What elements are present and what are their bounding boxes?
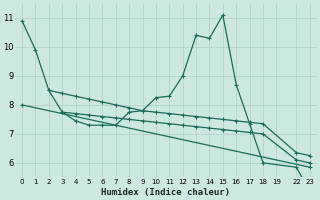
X-axis label: Humidex (Indice chaleur): Humidex (Indice chaleur)	[101, 188, 230, 197]
